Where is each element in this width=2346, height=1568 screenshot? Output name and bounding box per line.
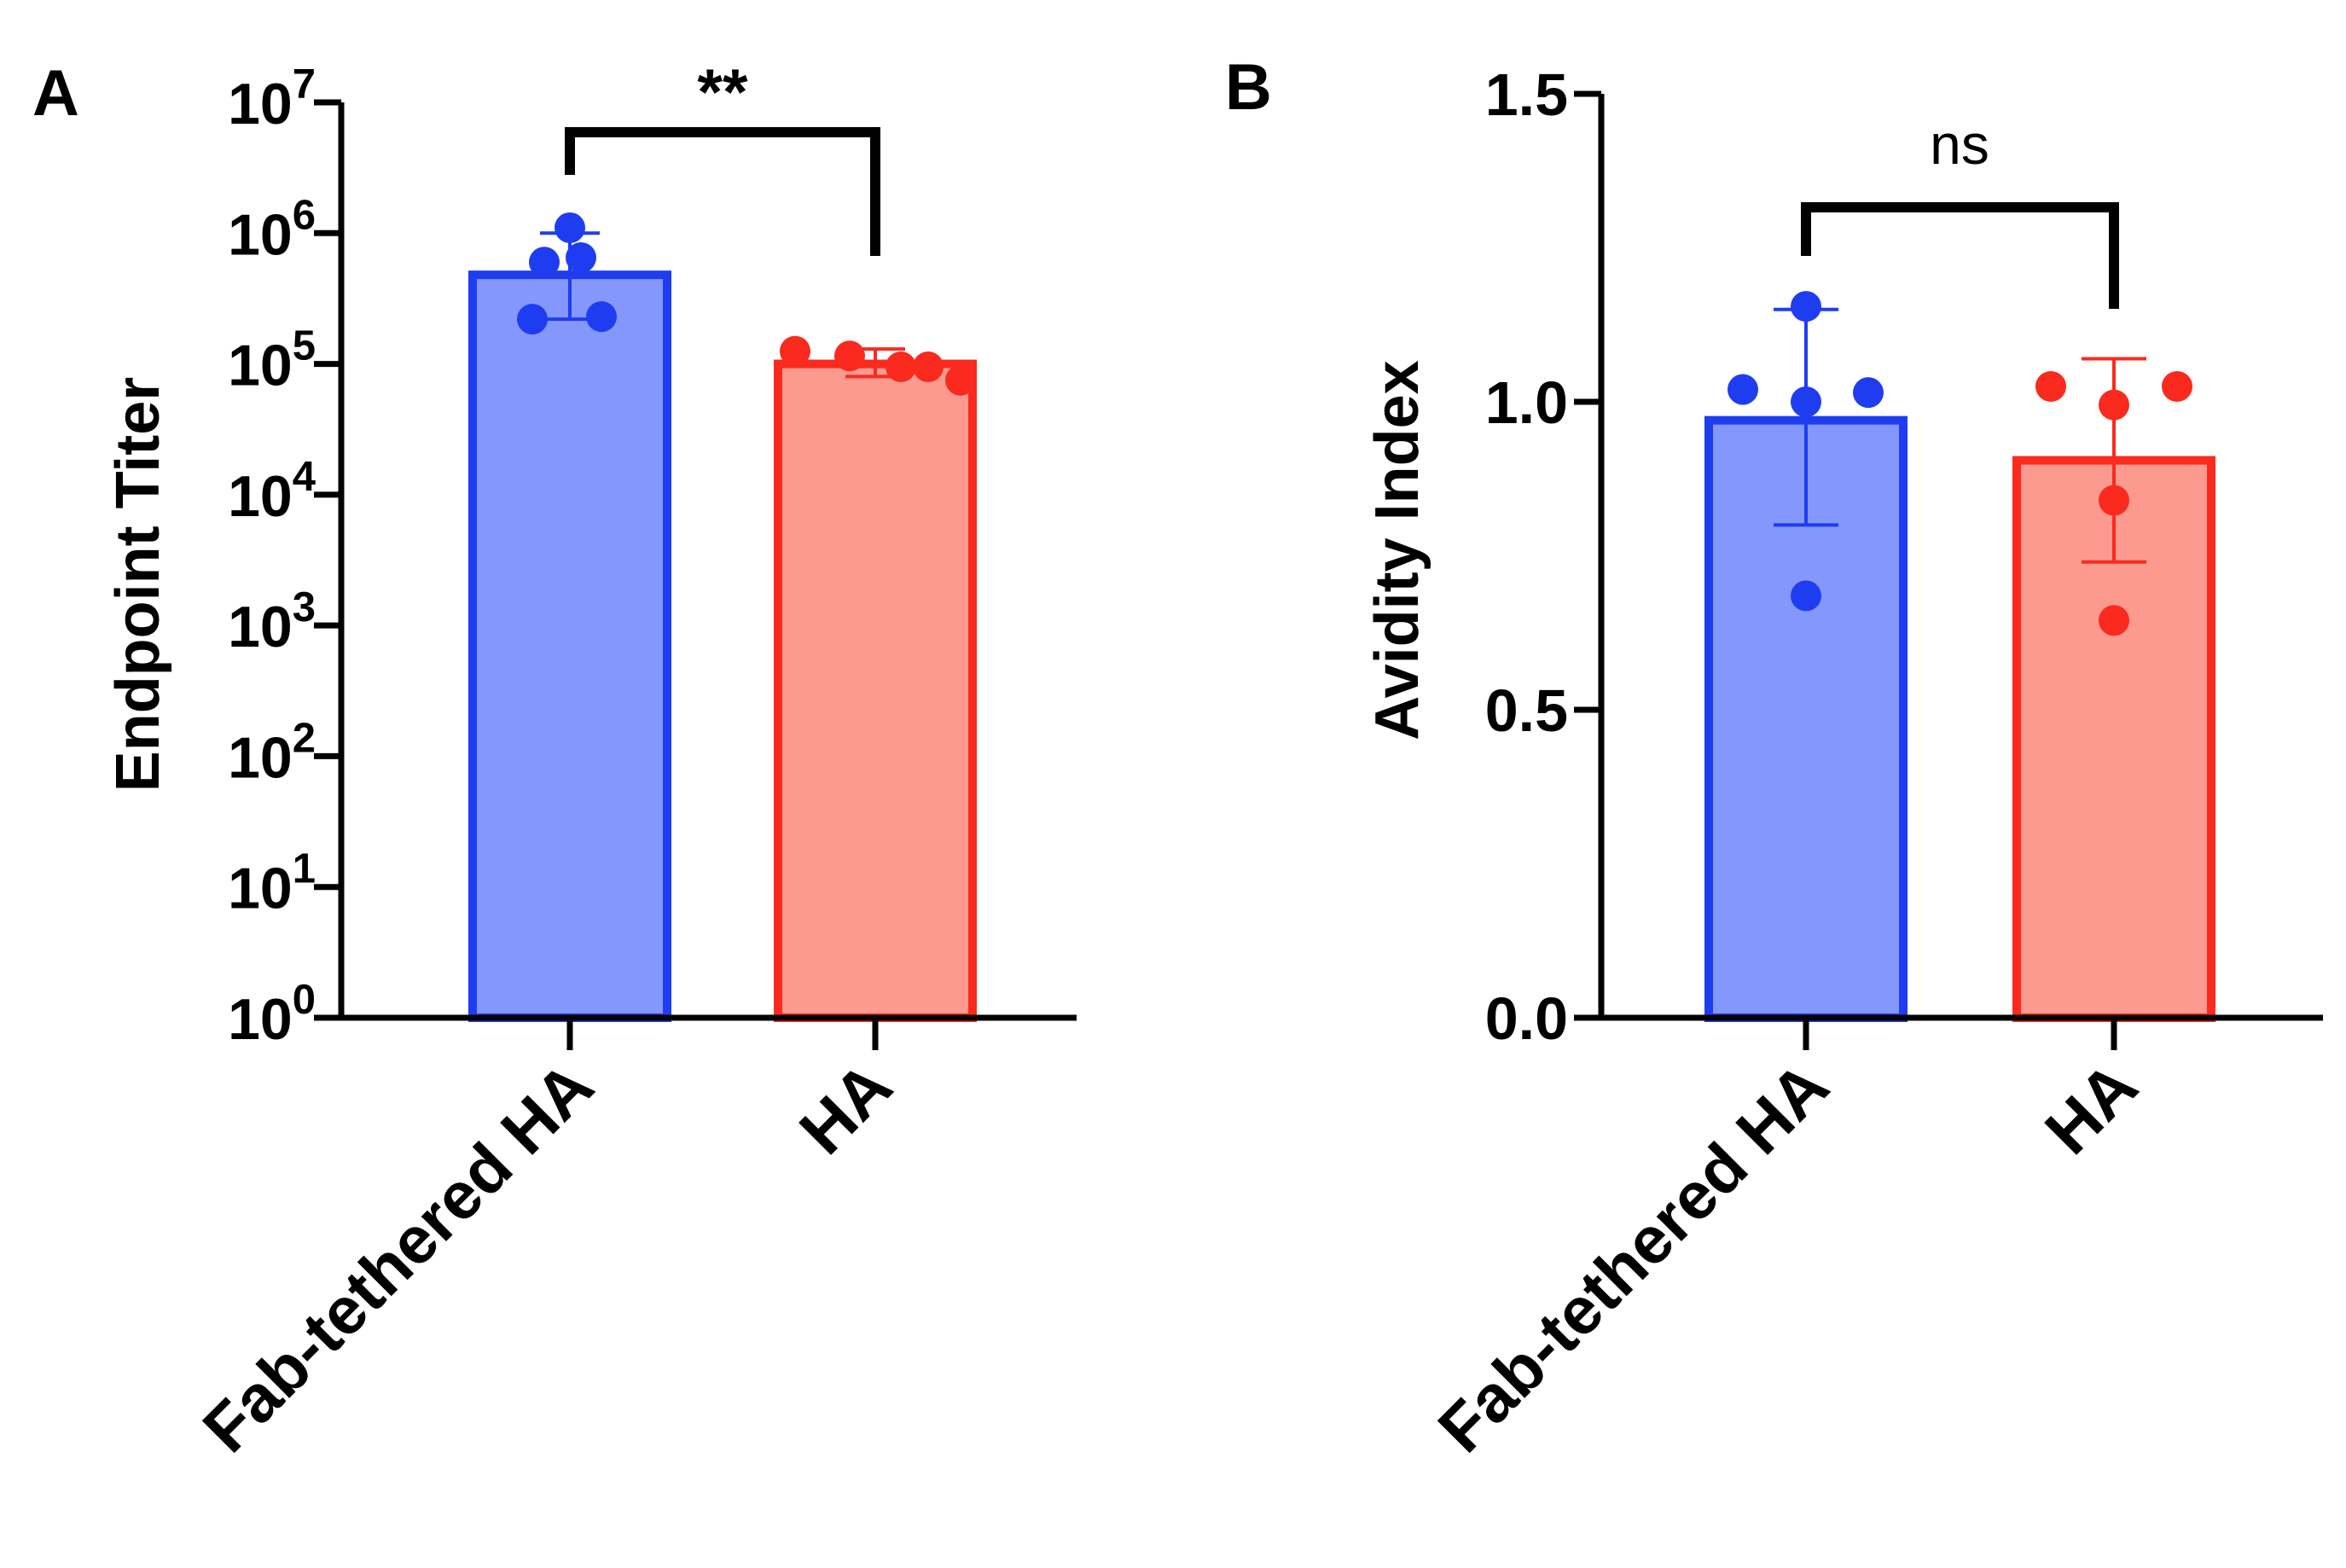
panel-letter: B: [1225, 51, 1272, 124]
x-ticks: [1803, 1018, 2117, 1050]
data-point: [945, 364, 976, 396]
data-point: [2035, 370, 2066, 402]
panel-b: B Avidity Index 0.0 0.5 1.0 1.5 ns Fab-teth…: [1225, 51, 2323, 1466]
significance-bracket: [1801, 202, 2119, 309]
bars: [468, 270, 977, 1023]
data-point: [1791, 291, 1821, 322]
y-tick-label: 100: [228, 977, 316, 1052]
y-tick-label: 106: [228, 192, 316, 267]
bar: [774, 359, 977, 1023]
panel-a: A Endpoint Titer 10010110210310410510610…: [32, 56, 1077, 1466]
x-tick-label: HA: [2030, 1048, 2151, 1169]
data-point: [2099, 485, 2129, 516]
y-tick-label: 107: [228, 61, 316, 136]
data-points: [517, 212, 976, 396]
data-points: [1728, 291, 2192, 636]
data-point: [1791, 386, 1821, 417]
data-point: [2099, 605, 2129, 636]
significance-bracket: [565, 127, 880, 256]
y-tick-label: 1.5: [1485, 61, 1568, 128]
y-tick-label: 1.0: [1485, 369, 1568, 436]
bar: [468, 270, 671, 1023]
x-tick-label: Fab-tethered HA: [1424, 1048, 1843, 1466]
significance-label: **: [697, 56, 748, 129]
x-ticks: [566, 1018, 879, 1050]
data-point: [517, 304, 548, 335]
data-point: [586, 301, 617, 333]
bars: [1704, 415, 2215, 1023]
y-tick-label: 105: [228, 323, 316, 398]
data-point: [780, 335, 810, 367]
x-tick-label: Fab-tethered HA: [189, 1048, 607, 1466]
data-point: [1791, 580, 1821, 612]
data-point: [2162, 370, 2192, 402]
y-axis-label: Endpoint Titer: [104, 377, 172, 793]
y-tick-label: 0.5: [1485, 677, 1568, 744]
panel-letter: A: [32, 57, 79, 130]
y-tick-label: 102: [228, 715, 316, 790]
data-point: [1853, 377, 1884, 409]
y-tick-label: 101: [228, 846, 316, 921]
data-point: [529, 247, 560, 278]
data-point: [913, 351, 944, 382]
y-ticks: 0.0 0.5 1.0 1.5: [1485, 61, 1601, 1052]
data-point: [555, 212, 585, 243]
data-point: [1728, 374, 1758, 405]
y-tick-label: 0.0: [1485, 985, 1568, 1052]
data-point: [886, 351, 916, 382]
y-tick-label: 103: [228, 584, 316, 659]
y-axis-label: Avidity Index: [1363, 360, 1431, 740]
data-point: [566, 241, 596, 273]
y-ticks: 100 101 102 103 104 105 106 107: [228, 61, 341, 1052]
data-point: [2099, 389, 2129, 421]
significance-label: ns: [1930, 113, 1989, 176]
x-tick-label: HA: [785, 1048, 906, 1169]
data-point: [834, 340, 865, 372]
y-tick-label: 104: [228, 454, 316, 529]
